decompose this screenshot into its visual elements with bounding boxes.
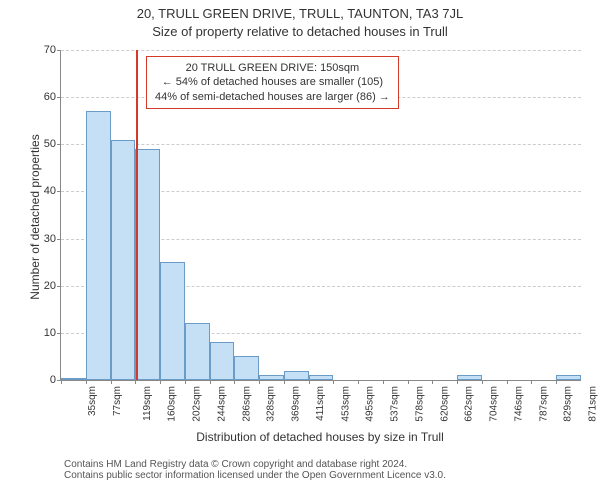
x-tick-mark (86, 380, 87, 384)
y-tick-label: 30 (44, 233, 61, 245)
x-tick-label: 286sqm (241, 386, 252, 422)
info-box: 20 TRULL GREEN DRIVE: 150sqm← 54% of det… (146, 56, 399, 109)
y-tick-label: 10 (44, 327, 61, 339)
x-tick-mark (408, 380, 409, 384)
x-tick-mark (135, 380, 136, 384)
x-tick-mark (358, 380, 359, 384)
x-tick-label: 578sqm (414, 386, 425, 422)
x-tick-mark (531, 380, 532, 384)
info-box-line: 20 TRULL GREEN DRIVE: 150sqm (155, 61, 390, 75)
info-box-line: 44% of semi-detached houses are larger (… (155, 90, 390, 104)
histogram-bar (309, 375, 334, 380)
x-tick-mark (383, 380, 384, 384)
x-tick-label: 119sqm (141, 386, 152, 421)
y-tick-label: 40 (44, 185, 61, 197)
x-tick-mark (457, 380, 458, 384)
caption-block: Contains HM Land Registry data © Crown c… (56, 455, 454, 485)
chart-title-main: 20, TRULL GREEN DRIVE, TRULL, TAUNTON, T… (0, 6, 600, 21)
x-tick-mark (284, 380, 285, 384)
x-tick-label: 160sqm (167, 386, 178, 422)
histogram-bar (111, 140, 136, 380)
y-tick-label: 0 (50, 374, 61, 386)
x-tick-label: 328sqm (266, 386, 277, 422)
histogram-chart: 20, TRULL GREEN DRIVE, TRULL, TAUNTON, T… (0, 0, 600, 500)
x-tick-mark (185, 380, 186, 384)
grid-line (61, 50, 581, 51)
x-tick-mark (234, 380, 235, 384)
caption-line-1: Contains HM Land Registry data © Crown c… (64, 459, 446, 470)
x-tick-label: 35sqm (87, 386, 98, 416)
info-box-line: ← 54% of detached houses are smaller (10… (155, 75, 390, 89)
x-tick-label: 704sqm (489, 386, 500, 422)
x-tick-label: 411sqm (315, 386, 326, 421)
x-tick-mark (160, 380, 161, 384)
histogram-bar (556, 375, 581, 380)
x-tick-label: 453sqm (340, 386, 351, 422)
x-tick-label: 495sqm (365, 386, 376, 422)
x-tick-label: 537sqm (390, 386, 401, 422)
x-tick-mark (507, 380, 508, 384)
x-tick-mark (309, 380, 310, 384)
histogram-bar (234, 356, 259, 380)
histogram-bar (185, 323, 210, 380)
x-tick-mark (556, 380, 557, 384)
y-tick-label: 70 (44, 44, 61, 56)
x-tick-mark (111, 380, 112, 384)
caption-line-2: Contains public sector information licen… (64, 470, 446, 481)
x-tick-mark (333, 380, 334, 384)
x-tick-mark (482, 380, 483, 384)
histogram-bar (457, 375, 482, 380)
y-tick-label: 60 (44, 91, 61, 103)
x-tick-label: 662sqm (464, 386, 475, 422)
x-tick-label: 829sqm (563, 386, 574, 422)
histogram-bar (259, 375, 284, 380)
histogram-bar (86, 111, 111, 380)
y-axis-label: Number of detached properties (28, 52, 42, 382)
x-tick-label: 202sqm (192, 386, 203, 422)
x-tick-label: 787sqm (538, 386, 549, 422)
x-tick-mark (432, 380, 433, 384)
x-tick-mark (210, 380, 211, 384)
x-tick-mark (61, 380, 62, 384)
chart-title-sub: Size of property relative to detached ho… (0, 24, 600, 39)
histogram-bar (284, 371, 309, 380)
y-tick-label: 50 (44, 138, 61, 150)
plot-area: 01020304050607035sqm77sqm119sqm160sqm202… (60, 50, 581, 381)
x-tick-label: 369sqm (291, 386, 302, 422)
histogram-bar (210, 342, 235, 380)
x-tick-mark (259, 380, 260, 384)
histogram-bar (61, 378, 86, 380)
x-tick-label: 746sqm (514, 386, 525, 422)
x-tick-label: 871sqm (588, 386, 599, 422)
x-tick-label: 620sqm (439, 386, 450, 422)
x-tick-label: 77sqm (112, 386, 123, 416)
marker-line (136, 50, 138, 380)
x-axis-label: Distribution of detached houses by size … (60, 430, 580, 444)
histogram-bar (160, 262, 185, 380)
y-tick-label: 20 (44, 280, 61, 292)
x-tick-label: 244sqm (216, 386, 227, 422)
grid-line (61, 144, 581, 145)
histogram-bar (135, 149, 160, 380)
